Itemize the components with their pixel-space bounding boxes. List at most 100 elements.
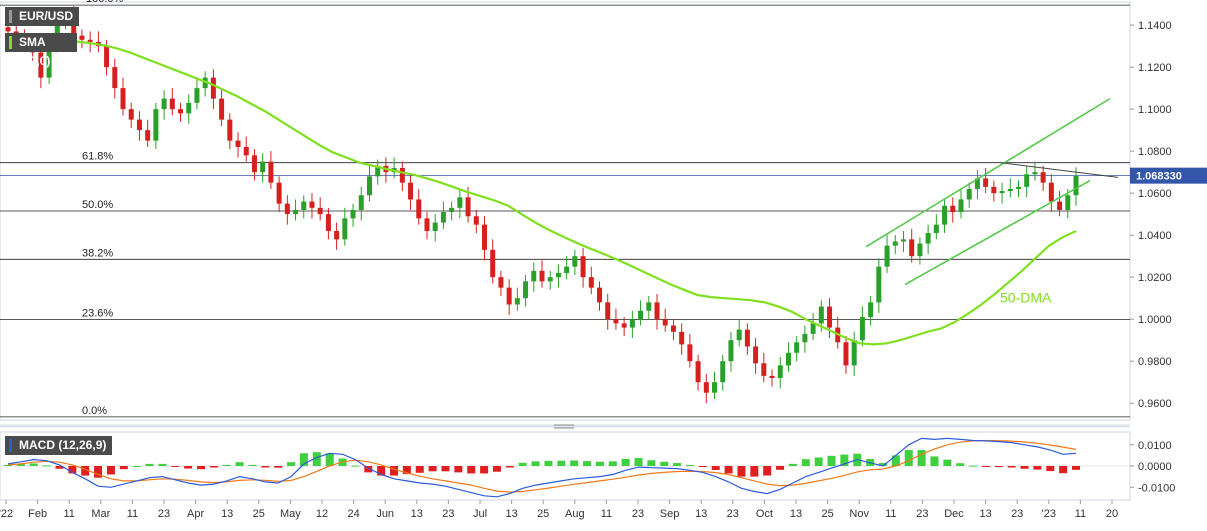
candle-body	[687, 344, 693, 362]
macd-histogram-bar	[235, 462, 244, 466]
macd-histogram-bar	[878, 463, 887, 466]
macd-histogram-bar	[42, 465, 51, 467]
macd-histogram-bar	[685, 464, 694, 466]
candle-body	[268, 161, 274, 183]
candle-body	[1007, 188, 1013, 192]
x-tick-label: 25	[821, 508, 833, 520]
candle-body	[629, 319, 635, 328]
candle-body	[999, 191, 1005, 194]
x-tick-label: 20	[1106, 508, 1118, 520]
macd-histogram-bar	[557, 460, 566, 466]
candle-body	[827, 306, 833, 328]
macd-histogram-bar	[119, 466, 128, 470]
macd-histogram-bar	[390, 466, 399, 476]
macd-histogram-bar	[1020, 466, 1029, 469]
symbol-legend[interactable]: EUR/USD	[5, 7, 80, 26]
candle-body	[251, 155, 257, 173]
x-tick-label: 23	[727, 508, 739, 520]
macd-histogram-bar	[145, 463, 154, 466]
candle-body	[876, 266, 882, 303]
x-tick-label: 11	[1075, 508, 1086, 520]
candle-body	[1032, 172, 1038, 175]
candle-body	[695, 361, 701, 383]
x-tick-label: 11	[63, 508, 74, 520]
sma-legend[interactable]: SMA (50,0)	[5, 33, 77, 68]
macd-histogram-bar	[698, 466, 707, 467]
macd-signal-line	[7, 439, 1077, 493]
macd-histogram-bar	[364, 466, 373, 473]
candle-body	[802, 333, 808, 343]
macd-histogram-bar	[402, 466, 411, 475]
candle-body	[38, 52, 44, 78]
y-tick-label: 1.0800	[1138, 146, 1172, 158]
candle-body	[366, 176, 372, 196]
macd-histogram-bar	[943, 459, 952, 466]
descending-resistance-line	[999, 162, 1119, 178]
macd-histogram-bar	[608, 461, 617, 466]
candle-body	[293, 209, 299, 215]
macd-histogram-bar	[956, 463, 965, 466]
candle-body	[120, 88, 126, 110]
candle-body	[473, 216, 479, 225]
x-tick-label: 24	[347, 508, 359, 520]
sma-annotation: 50-DMA	[1000, 289, 1052, 305]
symbol-swatch	[9, 10, 12, 23]
x-tick-label: 13	[505, 508, 517, 520]
candle-body	[1015, 186, 1021, 189]
candle-body	[613, 319, 619, 324]
candle-body	[46, 44, 52, 78]
candle-body	[810, 323, 816, 334]
macd-histogram-bar	[660, 461, 669, 466]
macd-histogram-bar	[312, 452, 321, 466]
fib-level-label: 61.8%	[82, 151, 113, 163]
macd-y-tick-label: 0.0100	[1138, 440, 1172, 452]
macd-histogram-bar	[673, 463, 682, 466]
candle-body	[572, 256, 578, 267]
candle-body	[712, 382, 718, 393]
candle-body	[769, 375, 775, 378]
macd-histogram-bar	[904, 450, 913, 466]
candle-body	[87, 39, 93, 42]
x-tick-label: '23	[1042, 508, 1056, 520]
y-tick-label: 0.9800	[1138, 356, 1172, 368]
macd-histogram-bar	[261, 466, 270, 468]
candle-body	[424, 218, 430, 231]
fib-level-label: 50.0%	[82, 199, 113, 211]
macd-histogram-bar	[4, 464, 12, 466]
candle-body	[260, 161, 266, 173]
candle-body	[654, 302, 660, 320]
macd-histogram-bar	[570, 460, 579, 466]
candle-body	[178, 109, 184, 114]
candle-body	[169, 98, 175, 110]
x-tick-label: 25	[253, 508, 265, 520]
macd-histogram-bar	[55, 466, 64, 469]
candle-body	[481, 224, 487, 250]
rising-channel-lower	[904, 179, 1091, 286]
macd-histogram-bar	[505, 466, 514, 468]
x-tick-label: Nov	[849, 508, 869, 520]
macd-histogram-bar	[1007, 466, 1016, 468]
candle-body	[555, 272, 561, 278]
candle-body	[646, 302, 652, 311]
candle-body	[440, 212, 446, 223]
macd-histogram-bar	[969, 465, 978, 467]
macd-histogram-bar	[325, 453, 334, 466]
candle-body	[161, 98, 167, 110]
candle-body	[79, 35, 85, 40]
macd-histogram-bar	[840, 454, 849, 466]
candle-body	[843, 342, 849, 366]
x-tick-label: 13	[979, 508, 991, 520]
candle-body	[399, 167, 405, 183]
candle-body	[309, 201, 315, 208]
y-tick-label: 1.0400	[1138, 230, 1172, 242]
x-tick-label: Aug	[565, 508, 585, 520]
candle-body	[670, 325, 676, 332]
candle-body	[449, 207, 455, 213]
sma-label: SMA (50,0)	[19, 35, 51, 68]
candle-body	[892, 241, 898, 246]
macd-y-tick-label: 0.0000	[1138, 461, 1172, 473]
candle-body	[777, 365, 783, 378]
candle-body	[991, 186, 997, 194]
macd-histogram-bar	[531, 461, 540, 466]
macd-legend[interactable]: MACD (12,26,9)	[5, 436, 113, 455]
